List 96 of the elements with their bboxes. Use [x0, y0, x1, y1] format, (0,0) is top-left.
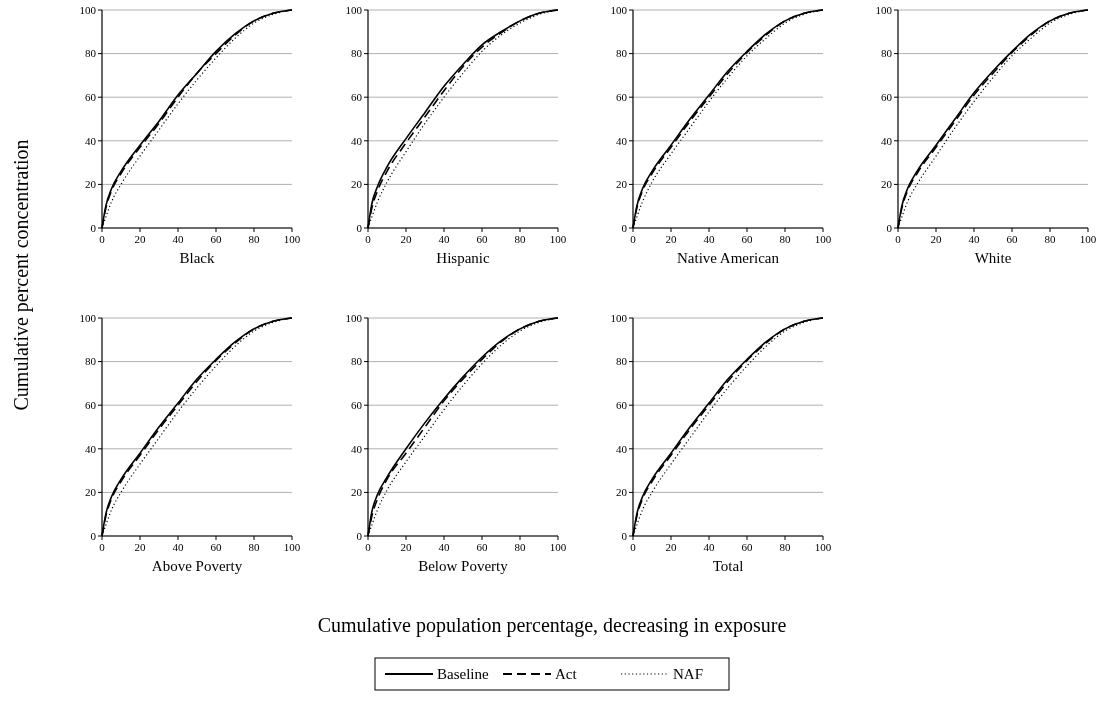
- x-axis-title: Total: [712, 558, 744, 574]
- x-tick-label: 80: [779, 541, 791, 553]
- y-tick-label: 60: [351, 399, 363, 412]
- y-axis-title: Cumulative percent concentration: [10, 139, 33, 411]
- x-tick-label: 0: [365, 233, 372, 245]
- x-tick-label: 60: [210, 541, 222, 553]
- x-axis-title: Black: [179, 250, 215, 266]
- x-axis-title: Hispanic: [436, 250, 490, 266]
- y-tick-label: 80: [85, 47, 97, 60]
- y-tick-label: 80: [351, 47, 363, 60]
- x-tick-label: 100: [549, 541, 567, 553]
- x-tick-label: 0: [99, 541, 106, 553]
- y-tick-label: 80: [85, 355, 97, 368]
- y-tick-label: 0: [621, 529, 628, 542]
- y-tick-label: 40: [881, 134, 893, 147]
- x-axis-title: White: [974, 250, 1012, 266]
- x-tick-label: 80: [1044, 233, 1056, 245]
- y-tick-label: 40: [351, 442, 363, 455]
- legend-label: Baseline: [437, 666, 489, 683]
- y-tick-label: 20: [85, 486, 97, 499]
- y-tick-label: 100: [610, 311, 628, 324]
- y-tick-label: 80: [351, 355, 363, 368]
- x-tick-label: 40: [172, 541, 184, 553]
- x-tick-label: 60: [210, 233, 222, 245]
- y-tick-label: 40: [351, 134, 363, 147]
- y-tick-label: 80: [616, 47, 628, 60]
- x-tick-label: 0: [630, 541, 637, 553]
- x-tick-label: 40: [438, 541, 450, 553]
- y-tick-label: 80: [616, 355, 628, 368]
- x-tick-label: 20: [134, 233, 146, 245]
- y-tick-label: 40: [85, 442, 97, 455]
- x-tick-label: 20: [930, 233, 942, 245]
- y-tick-label: 0: [356, 529, 363, 542]
- y-tick-label: 0: [356, 221, 363, 234]
- x-tick-label: 20: [665, 541, 677, 553]
- y-tick-label: 60: [881, 91, 893, 104]
- y-tick-label: 20: [616, 178, 628, 191]
- x-tick-label: 20: [134, 541, 146, 553]
- x-tick-label: 60: [741, 541, 753, 553]
- y-tick-label: 100: [79, 3, 97, 16]
- x-tick-label: 40: [703, 541, 715, 553]
- y-tick-label: 0: [886, 221, 893, 234]
- y-tick-label: 20: [881, 178, 893, 191]
- x-tick-label: 40: [172, 233, 184, 245]
- x-tick-label: 20: [665, 233, 677, 245]
- x-tick-label: 20: [400, 233, 412, 245]
- y-tick-label: 40: [85, 134, 97, 147]
- y-tick-label: 20: [616, 486, 628, 499]
- y-tick-label: 60: [616, 91, 628, 104]
- x-tick-label: 0: [365, 541, 372, 553]
- x-tick-label: 0: [630, 233, 637, 245]
- x-tick-label: 80: [248, 541, 260, 553]
- y-tick-label: 60: [85, 399, 97, 412]
- y-tick-label: 60: [85, 91, 97, 104]
- legend-label: NAF: [673, 666, 704, 683]
- y-tick-label: 20: [351, 486, 363, 499]
- y-tick-label: 60: [351, 91, 363, 104]
- y-tick-label: 100: [345, 3, 363, 16]
- y-tick-label: 40: [616, 442, 628, 455]
- y-tick-label: 20: [351, 178, 363, 191]
- y-tick-label: 100: [610, 3, 628, 16]
- x-tick-label: 100: [549, 233, 567, 245]
- x-tick-label: 100: [283, 233, 301, 245]
- y-tick-label: 0: [90, 529, 97, 542]
- legend-label: Act: [555, 666, 578, 683]
- y-tick-label: 100: [79, 311, 97, 324]
- y-tick-label: 40: [616, 134, 628, 147]
- x-tick-label: 60: [476, 233, 488, 245]
- x-tick-label: 0: [99, 233, 106, 245]
- x-tick-label: 80: [248, 233, 260, 245]
- y-tick-label: 60: [616, 399, 628, 412]
- x-axis-title: Native American: [676, 250, 780, 266]
- x-tick-label: 40: [703, 233, 715, 245]
- x-axis-title: Above Poverty: [151, 558, 243, 574]
- x-tick-label: 100: [814, 541, 832, 553]
- x-tick-label: 40: [968, 233, 980, 245]
- x-tick-label: 100: [1079, 233, 1097, 245]
- x-tick-label: 80: [514, 541, 526, 553]
- y-tick-label: 100: [875, 3, 893, 16]
- y-tick-label: 0: [621, 221, 628, 234]
- x-tick-label: 20: [400, 541, 412, 553]
- y-tick-label: 80: [881, 47, 893, 60]
- x-tick-label: 80: [779, 233, 791, 245]
- text: Cumulative population percentage, decreasing in exposure: [317, 614, 787, 637]
- y-tick-label: 20: [85, 178, 97, 191]
- x-tick-label: 40: [438, 233, 450, 245]
- x-tick-label: 60: [741, 233, 753, 245]
- x-tick-label: 100: [814, 233, 832, 245]
- y-tick-label: 100: [345, 311, 363, 324]
- y-tick-label: 0: [90, 221, 97, 234]
- x-tick-label: 60: [476, 541, 488, 553]
- x-tick-label: 80: [514, 233, 526, 245]
- x-tick-label: 60: [1006, 233, 1018, 245]
- x-axis-title: Below Poverty: [418, 558, 509, 574]
- x-tick-label: 100: [283, 541, 301, 553]
- x-tick-label: 0: [895, 233, 902, 245]
